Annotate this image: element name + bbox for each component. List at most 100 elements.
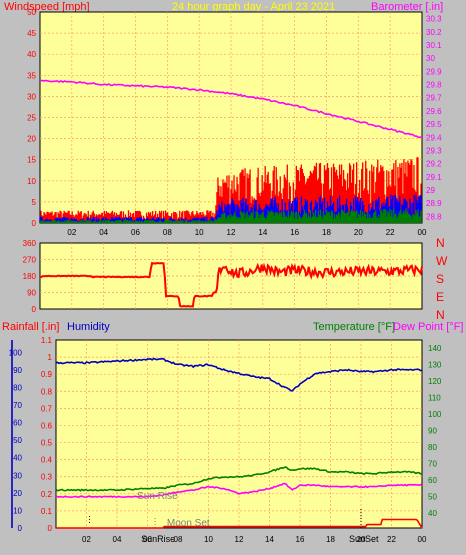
x-tick-label: 18: [326, 535, 335, 544]
y-tick-label: 28.9: [426, 199, 442, 208]
y-tick-label: 80: [428, 443, 437, 452]
x-tick-label: 20: [357, 535, 366, 544]
humidity-x-ticks: 02 04 06 08 10 12 14 16 18 20 22 00: [82, 535, 427, 544]
y-tick-label: 110: [428, 394, 441, 403]
wind-y-ticks: 0 5 10 15 20 25 30 35 40 45 50: [27, 8, 36, 228]
y-tick-label: 30.1: [426, 41, 442, 50]
y-tick-label: 10: [27, 177, 36, 186]
sun-moon-markers: [89, 507, 362, 528]
y-tick-label: 130: [428, 361, 442, 370]
y-tick-label: 90: [428, 427, 437, 436]
direction-y-ticks: 0 90 180 270 360: [23, 239, 37, 314]
wind-series: [39, 157, 422, 223]
y-tick-label: 70: [13, 401, 22, 410]
direction-line: [39, 261, 423, 308]
y-tick-label: 29.2: [426, 160, 442, 169]
wind-grid: [40, 12, 422, 223]
y-tick-label: 10: [13, 506, 22, 515]
wind-x-ticks: 02 04 06 08 10 12 14 16 18 20 22 00: [67, 228, 427, 237]
y-tick-label: 90: [27, 289, 36, 298]
y-tick-label: 50: [27, 8, 36, 17]
x-tick-label: 10: [204, 535, 213, 544]
y-tick-label: 0.3: [41, 473, 53, 482]
rain-axis-label: Rainfall [.in]: [2, 321, 59, 333]
compass-label: E: [436, 290, 444, 304]
y-tick-label: 0.6: [41, 421, 53, 430]
y-tick-label: 35: [27, 71, 36, 80]
y-tick-label: 29.1: [426, 173, 442, 182]
x-tick-label: 22: [386, 228, 395, 237]
y-tick-label: 50: [13, 436, 22, 445]
x-tick-label: 20: [354, 228, 363, 237]
y-tick-label: 29.4: [426, 133, 442, 142]
y-tick-label: 0: [48, 524, 53, 533]
y-tick-label: 30: [426, 54, 435, 63]
x-tick-label: 12: [227, 228, 236, 237]
x-tick-label: 02: [67, 228, 76, 237]
x-tick-label: 14: [258, 228, 267, 237]
y-tick-label: 30.2: [426, 28, 442, 37]
x-tick-label: 08: [174, 535, 183, 544]
y-tick-label: 180: [23, 272, 37, 281]
humidity-line: [55, 357, 423, 392]
humidity-y-ticks: 0 10 20 30 40 50 60 70 80 90 100: [9, 348, 23, 533]
y-tick-label: 120: [428, 377, 442, 386]
y-tick-label: 100: [428, 410, 442, 419]
x-tick-label: 18: [322, 228, 331, 237]
y-tick-label: 29.9: [426, 67, 442, 76]
y-tick-label: 60: [428, 476, 437, 485]
y-tick-label: 30: [27, 92, 36, 101]
x-tick-label: 06: [131, 228, 140, 237]
rain-y-ticks: 0 0.1 0.2 0.3 0.4 0.5 0.6 0.7 0.8 0.9 1 1.1: [41, 336, 53, 533]
dewpoint-line: [55, 482, 423, 499]
y-tick-label: 5: [32, 198, 37, 207]
wind-axis-label: Windspeed [mph]: [4, 1, 90, 13]
sun-rise-label: Sun Rise: [137, 491, 178, 502]
y-tick-label: 270: [23, 256, 37, 265]
y-tick-label: 29: [426, 186, 435, 195]
x-tick-label: 00: [418, 535, 427, 544]
y-tick-label: 0.2: [41, 490, 53, 499]
y-tick-label: 0.8: [41, 387, 53, 396]
y-tick-label: 70: [428, 460, 437, 469]
y-tick-label: 29.3: [426, 146, 442, 155]
compass-label: N: [436, 236, 445, 250]
compass-label: N: [436, 308, 445, 322]
y-tick-label: 90: [13, 366, 22, 375]
temp-axis-label: Temperature [°F]: [313, 321, 395, 333]
y-tick-label: 140: [428, 344, 442, 353]
y-tick-label: 29.7: [426, 94, 442, 103]
barometer-line: [39, 79, 423, 139]
baro-y-ticks: 28.8 28.9 29 29.1 29.2 29.3 29.4 29.5 29.6 29.7 29…: [426, 15, 442, 222]
y-tick-label: 29.5: [426, 120, 442, 129]
y-tick-label: 0.1: [41, 507, 53, 516]
y-tick-label: 0.4: [41, 456, 53, 465]
y-tick-label: 0: [32, 305, 37, 314]
y-tick-label: 1.1: [41, 336, 53, 345]
x-tick-label: 16: [290, 228, 299, 237]
y-tick-label: 40: [13, 454, 22, 463]
y-tick-label: 0.9: [41, 370, 53, 379]
y-tick-label: 50: [428, 493, 437, 502]
baro-axis-label: Barometer [.in]: [371, 1, 443, 13]
y-tick-label: 80: [13, 383, 22, 392]
y-tick-label: 28.8: [426, 212, 442, 221]
y-tick-label: 0: [32, 219, 37, 228]
x-tick-label: 08: [163, 228, 172, 237]
y-tick-label: 15: [27, 156, 36, 165]
x-tick-label: 10: [195, 228, 204, 237]
temp-y-ticks: 40 50 60 70 80 90 100 110 120 130 140: [428, 344, 442, 518]
sun-rise-tick: SunRise: [141, 534, 175, 544]
y-tick-label: 20: [27, 135, 36, 144]
y-tick-label: 30.3: [426, 15, 442, 24]
x-tick-label: 04: [113, 535, 122, 544]
compass-label: W: [436, 254, 448, 268]
y-tick-label: 100: [9, 348, 23, 357]
y-tick-label: 0.7: [41, 404, 53, 413]
x-tick-label: 06: [143, 535, 152, 544]
y-tick-label: 29.6: [426, 107, 442, 116]
y-tick-label: 20: [13, 489, 22, 498]
moon-set-label: Moon Set: [167, 518, 210, 529]
y-tick-label: 40: [428, 509, 437, 518]
x-tick-label: 04: [99, 228, 108, 237]
